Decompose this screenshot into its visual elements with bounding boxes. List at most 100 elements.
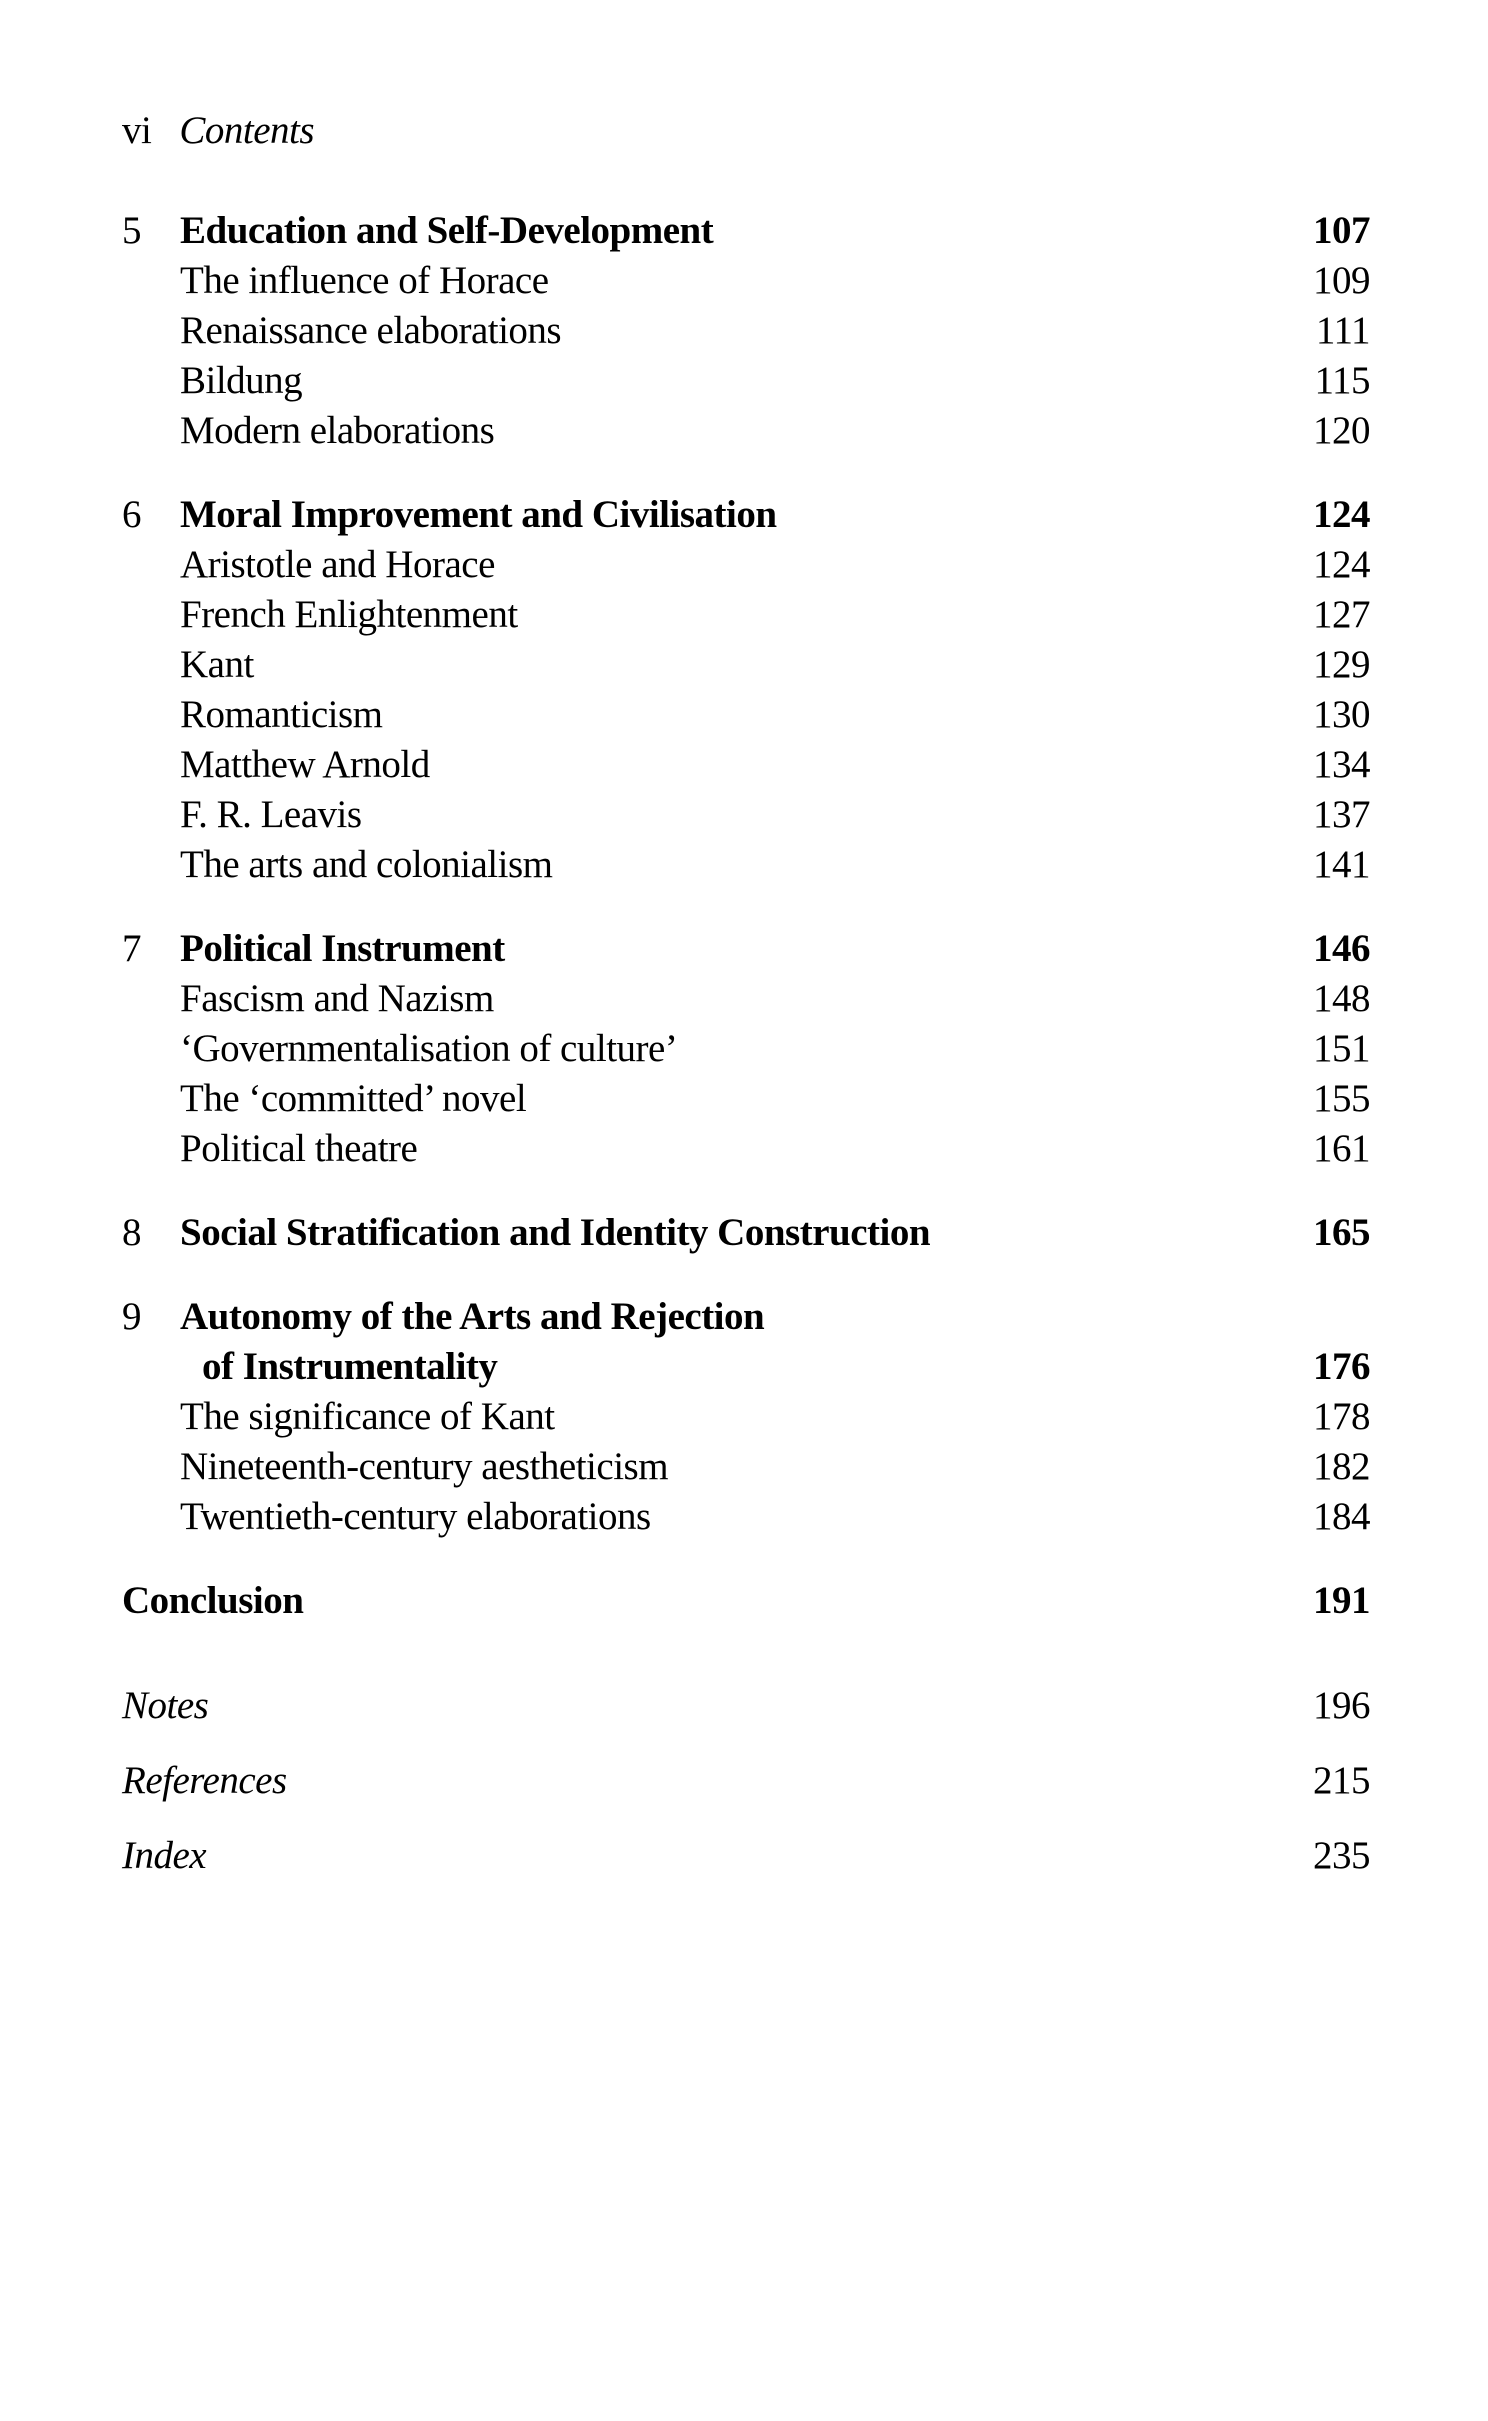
toc-row: Bildung 115 <box>122 356 1370 406</box>
back-matter: Notes 196 References 215 Index 235 <box>122 1681 1371 1881</box>
chapter-number: 9 <box>122 1295 142 1338</box>
chapter-number <box>122 1492 180 1542</box>
chapter-number <box>122 974 180 1024</box>
toc-row: The ‘committed’ novel 155 <box>122 1074 1371 1124</box>
chapter-number <box>122 640 180 690</box>
entry-title: Political theatre <box>180 1127 418 1170</box>
chapter-number: 8 <box>122 1211 142 1254</box>
toc-row: 9 Autonomy of the Arts and Rejection <box>122 1292 1370 1342</box>
toc-row: 5 Education and Self-Development 107 <box>122 206 1371 256</box>
entry-page: 178 <box>1313 1395 1371 1438</box>
entry-title: Social Stratification and Identity Const… <box>180 1211 931 1254</box>
entry-title: ‘Governmentalisation of culture’ <box>180 1027 678 1070</box>
chapter-number <box>122 1392 180 1442</box>
entry-title: Bildung <box>180 359 303 402</box>
entry-page: 109 <box>1313 259 1371 302</box>
entry-title: of Instrumentality <box>202 1345 498 1388</box>
entry-page: 196 <box>1313 1684 1371 1727</box>
entry-title: Education and Self-Development <box>180 209 714 252</box>
entry-page: 134 <box>1313 743 1371 786</box>
toc-row: Nineteenth-century aestheticism 182 <box>122 1442 1371 1492</box>
entry-title: Kant <box>180 643 254 686</box>
toc-row: Modern elaborations 120 <box>122 406 1371 456</box>
toc-chapters: 5 Education and Self-Development 107 The in… <box>122 206 1371 1542</box>
entry-title: French Enlightenment <box>180 593 518 636</box>
chapter-number <box>122 1442 180 1492</box>
chapter-number <box>122 256 180 306</box>
entry-title: Matthew Arnold <box>180 743 430 786</box>
toc-row: Kant 129 <box>122 640 1371 690</box>
running-header-title: Contents <box>179 109 315 152</box>
toc-row: 8 Social Stratification and Identity Cons… <box>122 1208 1371 1258</box>
entry-page: 129 <box>1313 643 1371 686</box>
chapter-block: 6 Moral Improvement and Civilisation 124 Ar… <box>122 490 1371 890</box>
entry-title: Notes <box>122 1684 209 1727</box>
toc-row: F. R. Leavis 137 <box>122 790 1371 840</box>
chapter-block: 9 Autonomy of the Arts and Rejection of In… <box>122 1292 1371 1542</box>
entry-page: 120 <box>1313 409 1371 452</box>
chapter-number <box>122 356 180 406</box>
chapter-number: 5 <box>122 209 142 252</box>
chapter-number <box>122 1124 180 1174</box>
entry-page: 151 <box>1313 1027 1371 1070</box>
entry-page: 155 <box>1313 1077 1371 1120</box>
toc-row: French Enlightenment 127 <box>122 590 1371 640</box>
toc-row: Matthew Arnold 134 <box>122 740 1371 790</box>
chapter-number: 6 <box>122 493 142 536</box>
entry-page: 130 <box>1313 693 1371 736</box>
back-matter-row: Index 235 <box>122 1831 1371 1881</box>
entry-title: The arts and colonialism <box>180 843 553 886</box>
entry-page: 148 <box>1313 977 1371 1020</box>
entry-title: Romanticism <box>180 693 383 736</box>
toc-row: 7 Political Instrument 146 <box>122 924 1371 974</box>
entry-title: References <box>122 1759 287 1802</box>
entry-title: Index <box>122 1834 207 1877</box>
entry-title: Nineteenth-century aestheticism <box>180 1445 669 1488</box>
chapter-number <box>122 590 180 640</box>
entry-title: F. R. Leavis <box>180 793 362 836</box>
chapter-number <box>122 840 180 890</box>
toc-row: Political theatre 161 <box>122 1124 1371 1174</box>
chapter-number <box>122 540 180 590</box>
toc-row: Romanticism 130 <box>122 690 1371 740</box>
chapter-number: 7 <box>122 927 142 970</box>
entry-page: 141 <box>1313 843 1371 886</box>
entry-page: 146 <box>1313 927 1371 970</box>
folio-page-number: vi <box>122 109 152 152</box>
toc-row: Twentieth-century elaborations 184 <box>122 1492 1371 1542</box>
chapter-number <box>122 1342 180 1392</box>
entry-title: Conclusion <box>122 1579 304 1622</box>
entry-page: 115 <box>1314 359 1370 402</box>
entry-title: Renaissance elaborations <box>180 309 562 352</box>
back-matter-row: References 215 <box>122 1756 1371 1806</box>
entry-page: 124 <box>1313 543 1371 586</box>
toc-row: The significance of Kant 178 <box>122 1392 1371 1442</box>
entry-title: Twentieth-century elaborations <box>180 1495 651 1538</box>
entry-page: 127 <box>1313 593 1371 636</box>
entry-page: 184 <box>1313 1495 1371 1538</box>
chapter-number <box>122 1024 180 1074</box>
chapter-number <box>122 790 180 840</box>
entry-page: 161 <box>1313 1127 1371 1170</box>
toc-row: Renaissance elaborations 111 <box>122 306 1371 356</box>
entry-page: 107 <box>1313 209 1371 252</box>
entry-title: The ‘committed’ novel <box>180 1077 527 1120</box>
back-matter-row: Notes 196 <box>122 1681 1371 1731</box>
toc-row: Aristotle and Horace 124 <box>122 540 1371 590</box>
chapter-block: 5 Education and Self-Development 107 The in… <box>122 206 1371 456</box>
chapter-block: 7 Political Instrument 146 Fascism and Nazi… <box>122 924 1371 1174</box>
chapter-block: 8 Social Stratification and Identity Cons… <box>122 1208 1371 1258</box>
entry-page: 111 <box>1315 309 1371 352</box>
entry-title: Autonomy of the Arts and Rejection <box>180 1295 765 1338</box>
chapter-number <box>122 740 180 790</box>
entry-title: Political Instrument <box>180 927 505 970</box>
entry-title: Fascism and Nazism <box>180 977 494 1020</box>
entry-title: Modern elaborations <box>180 409 495 452</box>
entry-title: Aristotle and Horace <box>180 543 495 586</box>
entry-title: Moral Improvement and Civilisation <box>180 493 777 536</box>
chapter-number <box>122 1074 180 1124</box>
entry-page: 137 <box>1313 793 1371 836</box>
chapter-number <box>122 406 180 456</box>
toc-row: The influence of Horace 109 <box>122 256 1371 306</box>
